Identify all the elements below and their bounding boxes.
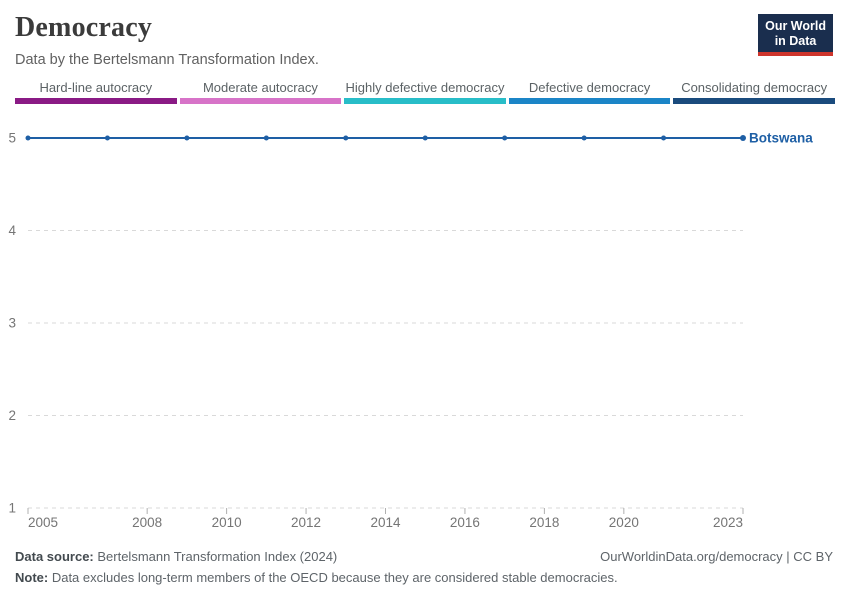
owid-logo[interactable]: Our World in Data [758, 14, 833, 56]
legend-color-bar [344, 98, 506, 104]
series-end-label[interactable]: Botswana [749, 131, 813, 146]
chart-footer: Data source: Bertelsmann Transformation … [15, 546, 833, 588]
credit-link[interactable]: OurWorldinData.org/democracy | CC BY [600, 549, 833, 564]
x-axis-label-2016: 2016 [450, 515, 480, 530]
data-point-2019[interactable] [581, 135, 587, 141]
data-source: Data source: Bertelsmann Transformation … [15, 546, 337, 567]
legend-item-label: Highly defective democracy [345, 80, 505, 95]
legend-item-label: Moderate autocracy [202, 80, 318, 95]
y-axis-label-1: 1 [8, 501, 16, 516]
legend-color-bar [673, 98, 835, 104]
x-axis-label-2018: 2018 [529, 515, 559, 530]
legend-color-bar [15, 98, 177, 104]
chart-subtitle: Data by the Bertelsmann Transformation I… [15, 52, 319, 68]
note-label: Note: [15, 570, 49, 585]
category-legend: Hard-line autocracy Moderate autocracy Hig… [15, 80, 835, 104]
x-axis-label-2008: 2008 [132, 515, 162, 530]
data-source-label: Data source: [15, 549, 94, 564]
legend-item-consolidating-democracy[interactable]: Consolidating democracy [673, 80, 835, 104]
legend-item-highly-defective-democracy[interactable]: Highly defective democracy [344, 80, 506, 104]
y-axis-label-2: 2 [8, 408, 16, 423]
x-axis-label-2023: 2023 [713, 515, 743, 530]
legend-item-label: Consolidating democracy [681, 80, 828, 95]
y-axis-label-5: 5 [8, 131, 16, 146]
legend-item-label: Hard-line autocracy [39, 80, 153, 95]
legend-color-bar [179, 98, 342, 104]
x-axis-label-2005: 2005 [28, 515, 58, 530]
data-point-2013[interactable] [343, 135, 349, 141]
note-text: Data excludes long-term members of the O… [48, 570, 618, 585]
legend-item-defective-democracy[interactable]: Defective democracy [508, 80, 671, 104]
y-axis-label-3: 3 [8, 316, 16, 331]
data-point-2015[interactable] [422, 135, 428, 141]
data-point-2009[interactable] [184, 135, 190, 141]
owid-logo-line2: in Data [774, 34, 817, 48]
legend-color-bar [508, 98, 671, 104]
legend-item-label: Defective democracy [528, 80, 651, 95]
x-axis-label-2020: 2020 [609, 515, 639, 530]
data-point-2011[interactable] [263, 135, 269, 141]
data-point-2023[interactable] [740, 135, 746, 141]
data-point-2021[interactable] [661, 135, 667, 141]
data-source-text: Bertelsmann Transformation Index (2024) [93, 549, 338, 564]
data-point-2007[interactable] [104, 135, 110, 141]
page-title: Democracy [15, 12, 153, 43]
data-point-2005[interactable] [25, 135, 31, 141]
owid-logo-line1: Our World [765, 19, 826, 33]
x-axis-label-2012: 2012 [291, 515, 321, 530]
x-axis-label-2010: 2010 [212, 515, 242, 530]
chart-svg: 1 2 3 4 5 2005 2008 2010 2012 2014 2016 2018 2020 202… [8, 131, 813, 531]
legend-item-moderate-autocracy[interactable]: Moderate autocracy [179, 80, 342, 104]
legend-item-hard-line-autocracy[interactable]: Hard-line autocracy [15, 80, 177, 104]
y-axis-label-4: 4 [8, 223, 16, 238]
data-point-2017[interactable] [502, 135, 508, 141]
x-axis-label-2014: 2014 [370, 515, 401, 530]
